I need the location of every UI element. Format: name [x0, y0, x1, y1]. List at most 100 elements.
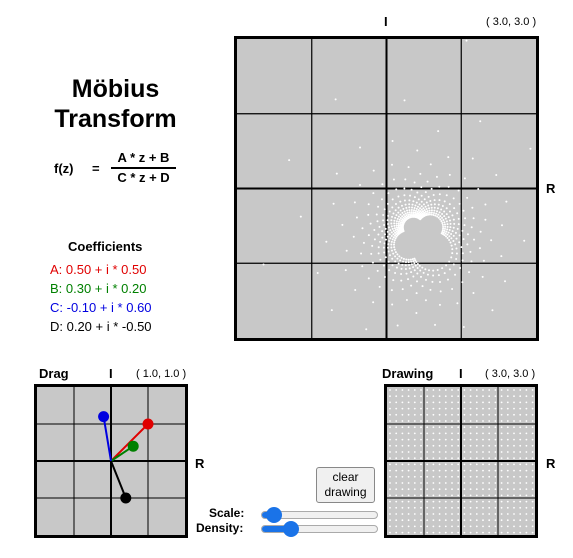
transformed-point	[448, 268, 451, 271]
transformed-point	[390, 235, 393, 238]
drawn-point	[531, 432, 534, 435]
drag-panel-canvas[interactable]	[34, 384, 188, 538]
transformed-point	[404, 264, 407, 267]
drawn-point	[488, 407, 491, 410]
drawn-point	[488, 444, 491, 447]
transformed-point	[423, 211, 426, 214]
drawn-point	[420, 420, 422, 422]
drawn-point	[457, 420, 460, 422]
drawn-point	[469, 444, 472, 447]
drawn-point	[401, 463, 404, 466]
transformed-point	[394, 237, 397, 240]
scale-slider[interactable]	[261, 507, 378, 523]
transformed-point	[399, 213, 402, 216]
drawn-point	[395, 469, 398, 472]
drawn-point	[488, 432, 491, 435]
transformed-point	[355, 216, 358, 219]
transformed-point	[400, 267, 403, 270]
drawn-point	[413, 395, 416, 398]
transformed-point	[460, 246, 463, 249]
drawn-point	[482, 407, 484, 410]
drawing-real-axis-label: R	[546, 456, 556, 471]
drawn-point	[469, 407, 472, 410]
drawn-point	[413, 438, 416, 441]
drawn-point	[426, 488, 429, 491]
drawn-point	[401, 469, 404, 472]
transformed-point	[391, 140, 394, 143]
drawing-panel-canvas[interactable]	[384, 384, 538, 538]
transformed-point	[401, 211, 404, 214]
drawn-point	[389, 488, 391, 491]
transformed-point	[388, 210, 391, 213]
drawn-point	[457, 457, 460, 460]
drawn-point	[451, 531, 453, 534]
drawn-point	[426, 389, 429, 391]
transformed-point	[420, 208, 423, 211]
transformed-point	[448, 173, 451, 176]
drawn-point	[451, 513, 453, 515]
drawn-point	[500, 438, 503, 441]
drawn-point	[463, 531, 466, 534]
transformed-point	[410, 271, 413, 274]
transformed-point	[412, 266, 415, 269]
drawn-point	[519, 451, 522, 453]
drawn-point	[457, 432, 460, 435]
drawn-point	[525, 463, 528, 466]
transformed-point	[400, 204, 403, 207]
transformed-point	[429, 200, 432, 203]
drawn-point	[531, 488, 534, 491]
drawn-point	[389, 463, 391, 466]
drawn-point	[525, 469, 528, 472]
transformed-point	[404, 268, 407, 271]
transformed-point	[443, 227, 446, 230]
main-plot-canvas[interactable]	[234, 36, 539, 341]
transformed-point	[420, 205, 423, 208]
drawn-point	[438, 513, 441, 515]
transformed-point	[394, 271, 397, 274]
drawing-range-label: ( 3.0, 3.0 )	[485, 368, 536, 380]
transformed-point	[405, 258, 408, 261]
drag-handle-d[interactable]	[120, 492, 132, 504]
drawn-point	[494, 469, 497, 472]
drawn-point	[463, 444, 466, 447]
transformed-point	[419, 172, 422, 175]
drawn-point	[420, 444, 422, 447]
transformed-point	[442, 231, 445, 234]
transformed-point	[457, 189, 460, 192]
drawn-point	[444, 444, 447, 447]
drawn-point	[531, 413, 534, 416]
drawn-point	[457, 494, 460, 497]
drawn-point	[389, 438, 391, 441]
density-slider[interactable]	[261, 521, 378, 537]
drawn-point	[475, 519, 478, 522]
drag-handle-a[interactable]	[142, 418, 154, 430]
drawn-point	[519, 531, 522, 534]
transformed-point	[436, 210, 439, 213]
transformed-point	[383, 251, 386, 254]
transformed-point	[372, 192, 375, 195]
transformed-point	[472, 217, 475, 220]
drawn-point	[457, 451, 460, 453]
transformed-point	[455, 252, 458, 255]
drawn-point	[401, 420, 404, 422]
transformed-point	[456, 212, 459, 215]
drawn-point	[420, 475, 422, 478]
drawn-point	[531, 389, 534, 391]
scale-slider-thumb[interactable]	[265, 507, 282, 523]
transformed-point	[420, 200, 423, 203]
transformed-point	[381, 230, 384, 233]
drag-handle-b[interactable]	[127, 440, 139, 452]
drawn-point	[463, 451, 466, 453]
transformed-point	[443, 223, 446, 226]
transformed-point	[439, 215, 442, 218]
transformed-point	[470, 226, 473, 229]
drawn-point	[457, 426, 460, 429]
transformed-point	[449, 210, 452, 213]
transformed-point	[387, 192, 390, 195]
clear-drawing-button[interactable]: clear drawing	[316, 467, 375, 503]
drag-handle-c[interactable]	[98, 411, 110, 423]
density-slider-thumb[interactable]	[282, 521, 299, 537]
drawn-point	[407, 500, 410, 503]
transformed-point	[451, 214, 454, 217]
transformed-point	[359, 146, 362, 149]
